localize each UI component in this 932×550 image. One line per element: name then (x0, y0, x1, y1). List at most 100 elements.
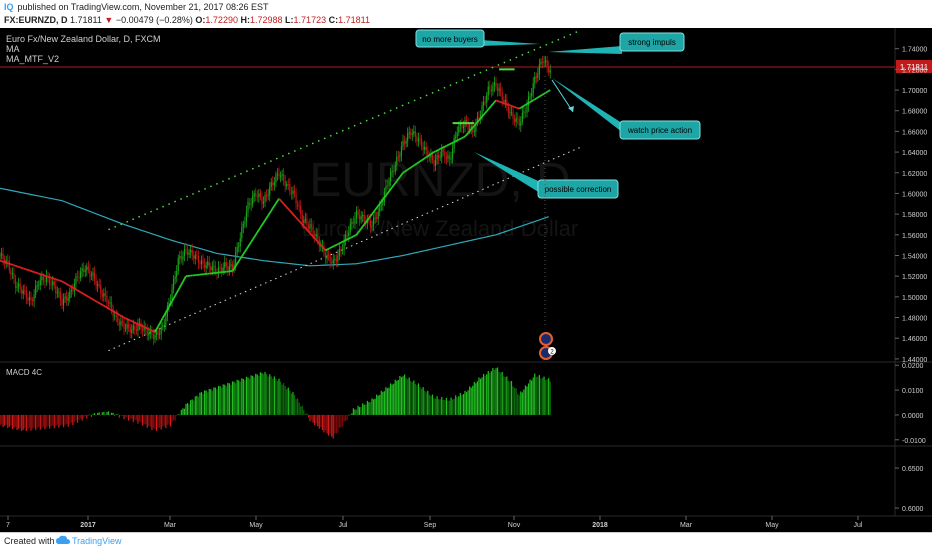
annotation-no-more-buyers[interactable]: no more buyers (415, 29, 540, 48)
time-tick-label: Sep (424, 522, 437, 529)
ma-segment (248, 241, 252, 245)
ma-segment (281, 201, 285, 205)
ma-segment (272, 205, 276, 209)
ma-segment (521, 105, 525, 108)
macd-bar (111, 412, 113, 415)
ma-segment (146, 327, 150, 330)
candle-body (363, 214, 365, 222)
candle-body (303, 220, 305, 223)
candle-body (8, 260, 10, 271)
candle-body (306, 218, 308, 226)
ma-segment (473, 123, 477, 127)
macd-bar (503, 376, 505, 415)
ma-segment (95, 300, 99, 303)
callout-pointer (548, 46, 622, 54)
macd-bar (424, 390, 426, 415)
legend-ma[interactable]: MA (6, 44, 20, 54)
macd-bar (115, 414, 117, 415)
macd-bar (103, 411, 105, 415)
macd-bar (266, 374, 268, 415)
candle-body (70, 289, 72, 292)
candle-body (461, 124, 463, 129)
candle-body (433, 160, 435, 167)
macd-bar (225, 386, 227, 415)
legend-ma-mtf[interactable]: MA_MTF_V2 (6, 54, 59, 64)
macd-bar (28, 414, 31, 428)
candle-body (90, 275, 93, 277)
ma-segment (171, 298, 175, 302)
macd-bar (476, 381, 478, 415)
macd-bar (162, 414, 164, 427)
macd-bar (89, 414, 91, 416)
candle-body (44, 281, 46, 282)
chart-svg[interactable]: EURNZD, D Euro Fx/New Zealand Dollar Eur… (0, 28, 932, 532)
candle-body (272, 182, 274, 186)
macd-tick-label: 0.0200 (902, 363, 924, 370)
candle-body (213, 265, 215, 267)
macd-bar (323, 414, 325, 433)
candle-body (120, 321, 122, 326)
candle-body (0, 253, 3, 256)
symbol-label[interactable]: FX:EURNZD, D (4, 15, 68, 25)
macd-bar (278, 378, 280, 415)
chart-area[interactable]: EURNZD, D Euro Fx/New Zealand Dollar Eur… (0, 28, 932, 532)
candle-body (470, 126, 472, 129)
macd-bar (11, 414, 13, 430)
ma-segment (427, 154, 430, 157)
ma-segment (80, 291, 83, 294)
ma-segment (155, 325, 159, 330)
macd-bar (428, 394, 430, 415)
ma-segment (445, 144, 449, 147)
candle-body (247, 202, 249, 212)
candle-body (275, 174, 277, 183)
ma-segment (410, 165, 413, 169)
macd-bar (405, 377, 407, 415)
event-icon[interactable] (539, 332, 553, 346)
price-tick-label: 1.60000 (902, 191, 927, 198)
price-tick-label: 1.62000 (902, 171, 927, 178)
tradingview-brand[interactable]: TradingView (72, 536, 122, 546)
macd-bar (62, 414, 65, 428)
ma-segment (482, 112, 486, 116)
annotation-strong-impuls[interactable]: strong impuls (548, 32, 685, 54)
macd-bar (490, 371, 492, 415)
candle-body (345, 234, 347, 241)
macd-bar (0, 414, 1, 425)
annotation-watch-price-action[interactable]: watch price action (552, 78, 701, 140)
macd-bar (97, 412, 99, 415)
macd-bar (421, 388, 423, 415)
candle-body (56, 292, 58, 294)
macd-label[interactable]: MACD 4C (6, 368, 42, 377)
ma-segment (349, 236, 353, 239)
time-tick-label: Nov (508, 522, 521, 529)
annotation-possible-correction[interactable]: possible correction (474, 152, 619, 199)
macd-bar (535, 377, 537, 415)
ma-segment (160, 317, 164, 322)
ma-segment (109, 308, 113, 312)
legend-title[interactable]: Euro Fx/New Zealand Dollar, D, FXCM (6, 34, 161, 44)
ma-segment (244, 248, 248, 253)
candle-body (25, 290, 27, 298)
candle-body (386, 185, 389, 187)
open-label: O: (195, 15, 206, 25)
price-tick-label: 1.50000 (902, 295, 927, 302)
macd-bar (205, 390, 207, 415)
macd-bar (135, 414, 137, 421)
ma-segment (2, 260, 5, 264)
macd-bar (0, 414, 3, 424)
ma-segment (166, 306, 170, 311)
macd-bar (548, 378, 550, 415)
macd-bar (174, 414, 176, 421)
ma-segment (439, 147, 443, 150)
ma-segment (106, 306, 109, 310)
macd-bar (247, 377, 249, 415)
candle-body (385, 185, 387, 192)
created-with-text: Created with (4, 536, 55, 546)
candle-body (151, 330, 153, 335)
candle-body (208, 261, 210, 267)
macd-bar (207, 392, 209, 415)
ma-segment (444, 145, 447, 148)
ma-segment (453, 140, 457, 143)
macd-bar (431, 394, 434, 415)
candle-body (534, 76, 536, 84)
